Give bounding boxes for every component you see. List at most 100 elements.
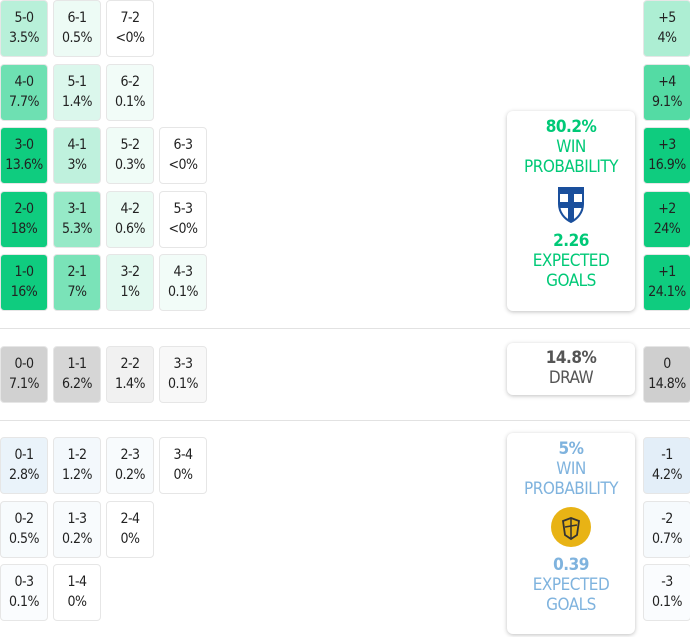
margin-cell: +4 9.1% [643,63,690,121]
finland-crest-icon [558,187,584,223]
score-label: 0-3 [14,574,34,590]
away-win-pct: 5% [558,439,584,459]
score-label: 1-0 [14,264,34,280]
away-xg-label: GOALS [546,595,596,615]
score-cell: 3-0 13.6% [0,127,48,184]
probability-label: 13.6% [5,157,43,173]
score-label: 3-3 [173,356,193,372]
probability-label: 0.6% [115,220,146,237]
away-xg: 0.39 [553,555,589,575]
score-cell: 5-3 <0% [159,190,207,248]
score-label: 4-1 [67,137,87,153]
score-label: 3-4 [173,447,193,463]
score-label: 5-3 [173,200,193,217]
score-cell: 6-2 0.1% [106,63,154,121]
score-cell: 2-2 1.4% [106,346,154,403]
probability-label: 0.1% [168,284,199,300]
probability-label: 5.3% [62,220,93,237]
margin-cell: +2 24% [643,190,690,248]
probability-label: 0% [173,467,193,483]
score-label: 7-2 [120,10,140,26]
margin-cell: -2 0.7% [643,500,690,558]
score-cell: 3-3 0.1% [159,346,207,403]
score-cell: 1-4 0% [53,564,101,621]
score-cell: 0-2 0.5% [0,500,48,558]
score-label: 0-0 [14,356,34,372]
score-cell: 2-4 0% [106,500,154,558]
probability-label: 24% [653,220,681,237]
probability-label: 16% [10,284,38,300]
score-cell: 4-2 0.6% [106,190,154,248]
probability-label: 3.5% [9,30,40,46]
probability-label: 4.2% [652,467,683,483]
divider [0,328,690,329]
score-cell: 7-2 <0% [106,0,154,57]
score-cell: 1-2 1.2% [53,437,101,494]
away-win-label: WIN [556,459,586,479]
margin-cell: +1 24.1% [643,254,690,311]
home-win-card: 80.2% WIN PROBABILITY 2.26 EXPECTED GOAL… [507,111,635,311]
score-label: 1-3 [67,510,87,527]
probability-label: 0.1% [9,594,40,610]
probability-label: 0.7% [652,530,683,547]
score-cell: 5-1 1.4% [53,63,101,121]
probability-label: 9.1% [652,93,683,110]
home-xg-label: EXPECTED [532,251,610,271]
margin-cell: -1 4.2% [643,437,690,494]
probability-label: 7% [67,284,87,300]
score-cell: 0-3 0.1% [0,564,48,621]
probability-label: 0% [120,530,140,547]
probability-label: 0.1% [168,376,199,392]
margin-cell: +5 4% [643,0,690,57]
home-win-pct: 80.2% [545,117,597,137]
score-label: +4 [658,73,676,90]
score-label: +2 [658,200,676,217]
home-xg: 2.26 [553,231,589,251]
probability-label: 4% [657,30,677,46]
score-label: 0 [663,356,671,372]
score-label: 0-2 [14,510,34,527]
score-cell: 6-3 <0% [159,127,207,184]
margin-cell: -3 0.1% [643,564,690,621]
score-cell: 3-4 0% [159,437,207,494]
score-label: 2-4 [120,510,140,527]
margin-cell: +3 16.9% [643,127,690,184]
score-label: -2 [661,510,673,527]
margin-cell: 0 14.8% [643,346,690,403]
probability-label: 0.5% [62,30,93,46]
home-win-label: PROBABILITY [523,157,619,177]
score-label: 4-2 [120,200,140,217]
probability-label: 3% [67,157,87,173]
score-cell: 4-1 3% [53,127,101,184]
score-cell: 0-0 7.1% [0,346,48,403]
probability-label: 1% [120,284,140,300]
score-label: +1 [658,264,676,280]
score-label: 5-1 [67,73,87,90]
probability-label: 1.2% [62,467,93,483]
score-cell: 6-1 0.5% [53,0,101,57]
probability-label: 0.2% [62,530,93,547]
score-label: 1-4 [67,574,87,590]
score-label: 3-0 [14,137,34,153]
score-label: 4-0 [14,73,34,90]
probability-label: 1.4% [62,93,93,110]
score-cell: 3-1 5.3% [53,190,101,248]
score-label: 5-0 [14,10,34,26]
probability-label: 24.1% [648,284,686,300]
home-xg-label: GOALS [546,271,596,291]
home-win-label: WIN [556,137,586,157]
score-label: -3 [661,574,673,590]
opponent-crest-icon [551,507,591,547]
score-cell: 0-1 2.8% [0,437,48,494]
score-cell: 2-3 0.2% [106,437,154,494]
probability-label: 0% [67,594,87,610]
draw-pct: 14.8% [545,348,597,368]
probability-label: <0% [115,30,145,46]
probability-label: 2.8% [9,467,40,483]
score-label: 3-2 [120,264,140,280]
probability-label: 1.4% [115,376,146,392]
divider [0,420,690,421]
score-label: 2-1 [67,264,87,280]
score-cell: 4-3 0.1% [159,254,207,311]
probability-label: 7.7% [9,93,40,110]
